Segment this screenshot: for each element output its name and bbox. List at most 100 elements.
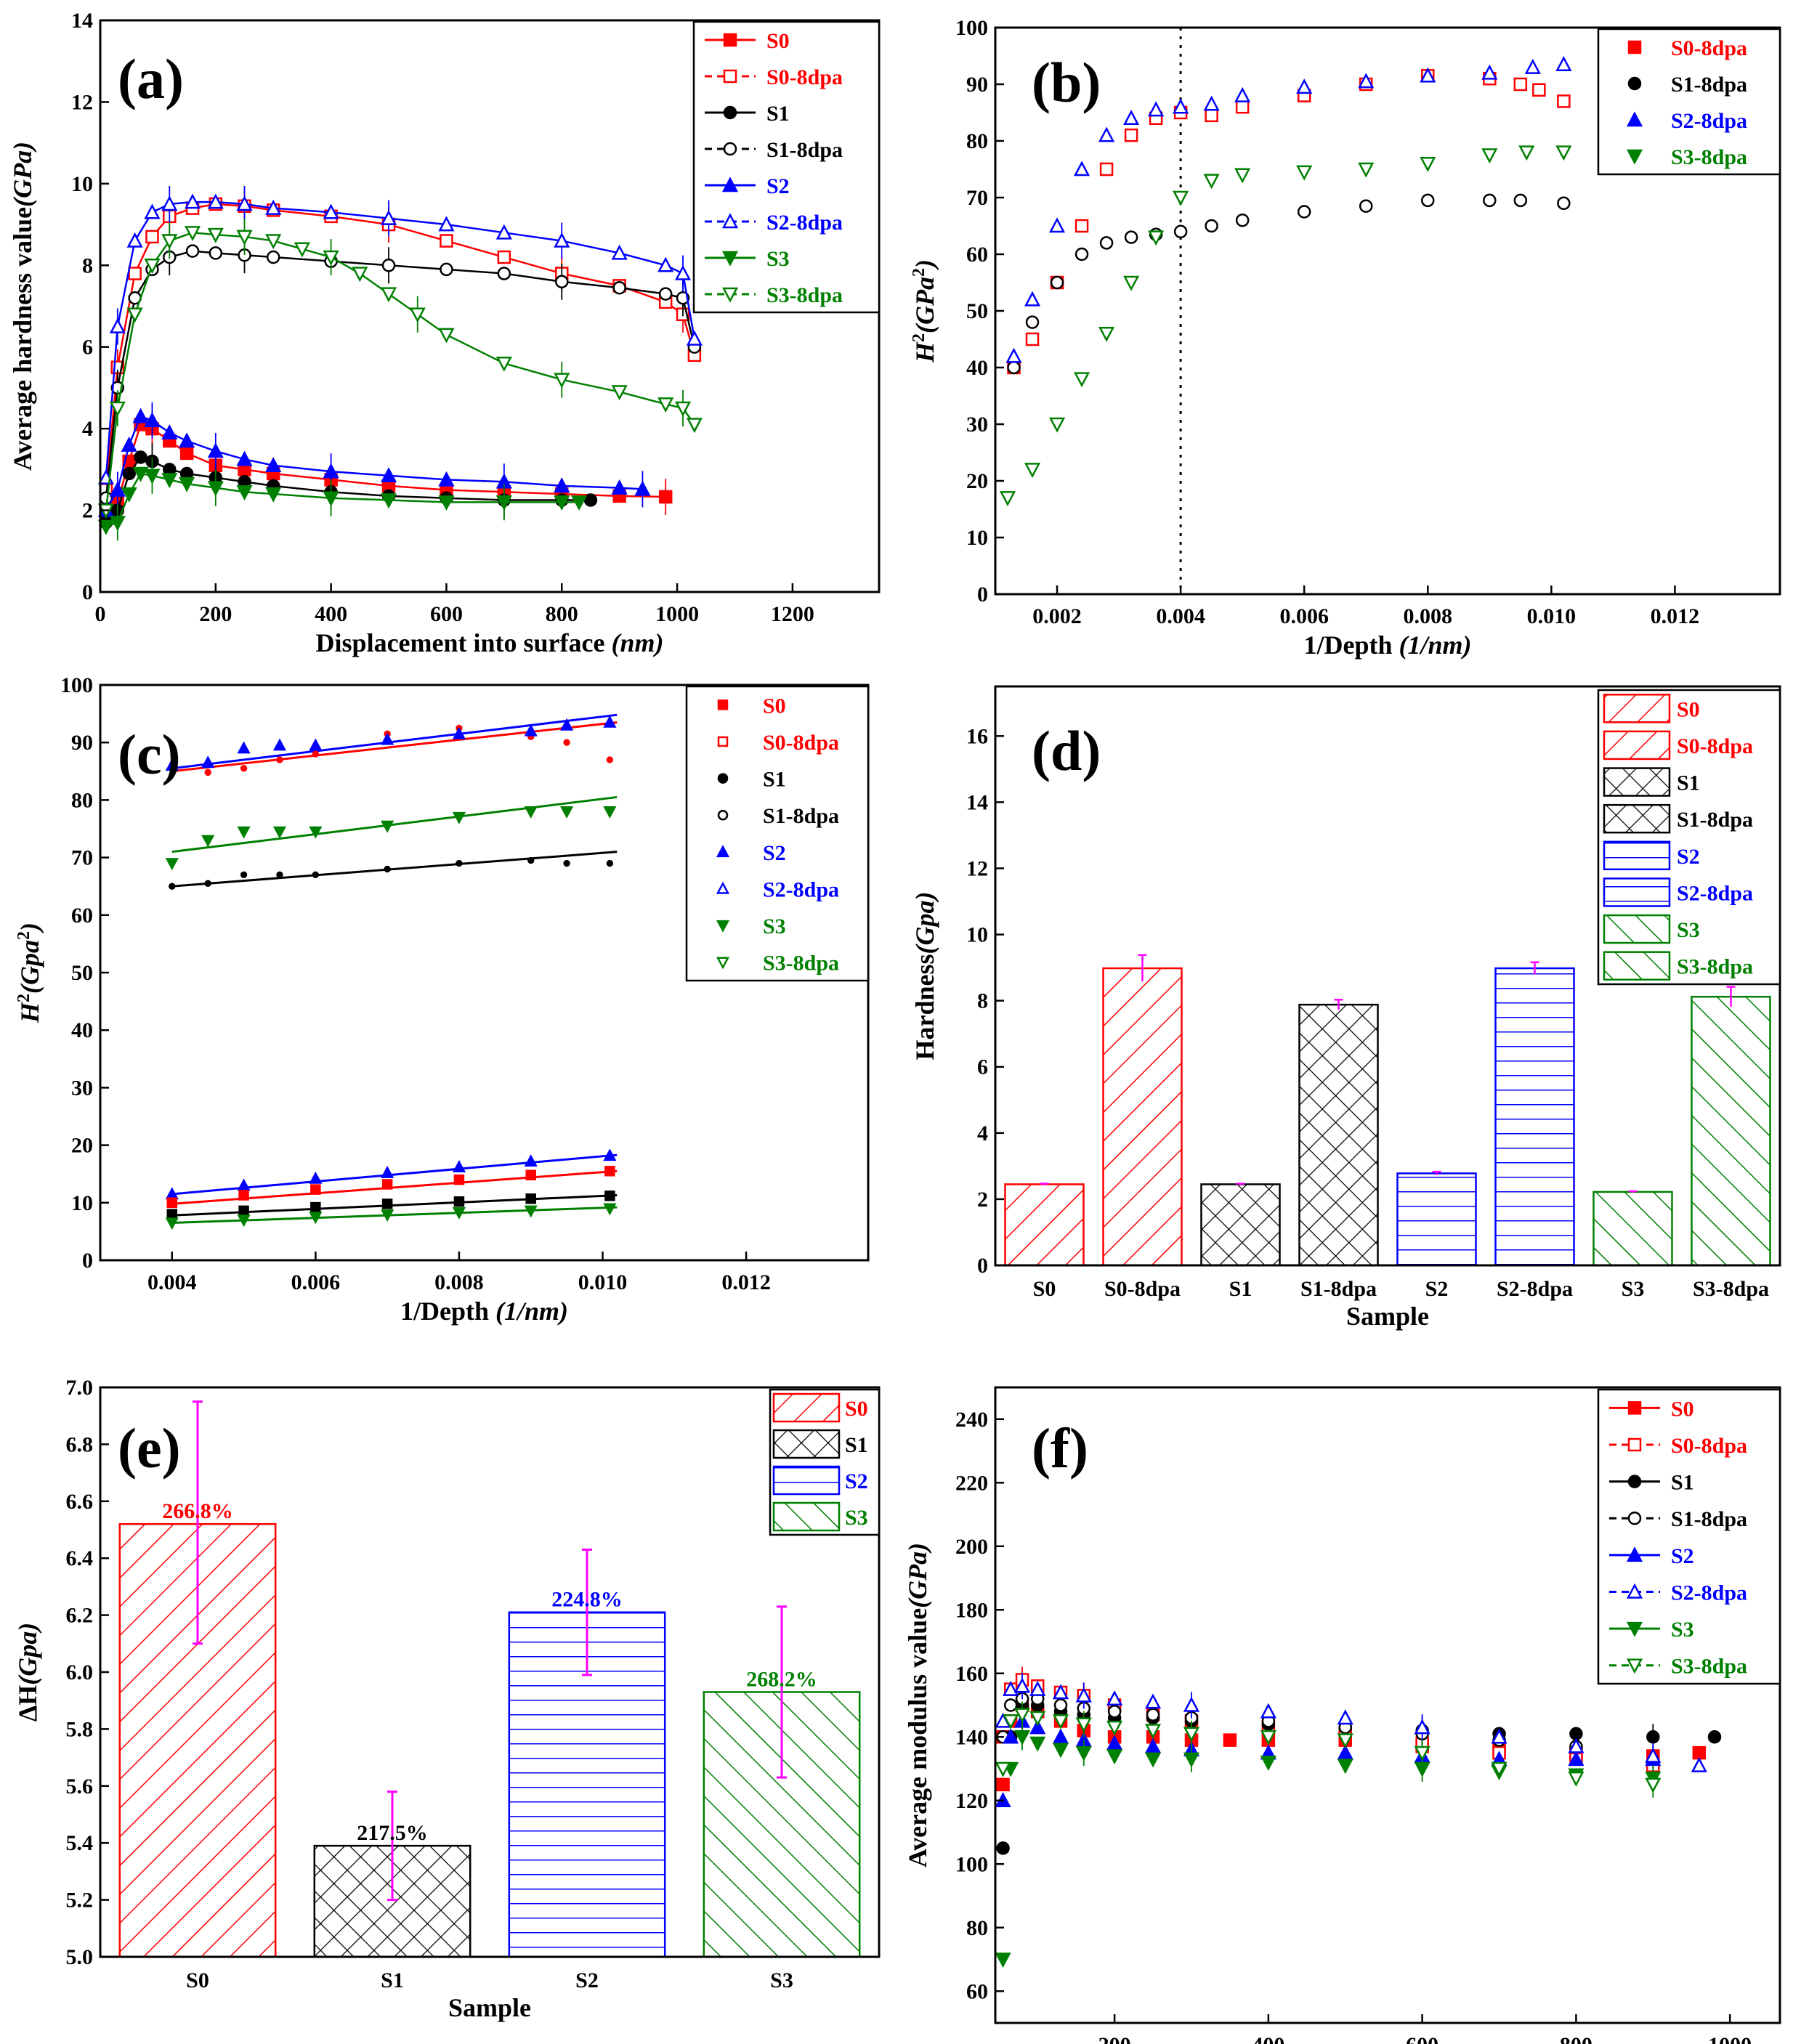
legend-label: S1-8dpa: [1671, 1507, 1747, 1531]
data-point-S2-8dpa: [309, 738, 323, 751]
y-tick-label-d: 2: [977, 1188, 988, 1212]
data-point-S3-8dpa: [237, 826, 251, 839]
legend-box: [685, 685, 870, 982]
data-point-S3: [207, 481, 224, 497]
y-tick-label-c: 70: [71, 846, 93, 870]
y-tick-label-c: 40: [71, 1018, 93, 1042]
y-tick-label-f: 100: [955, 1852, 988, 1876]
data-point-S3: [1337, 1759, 1353, 1775]
data-point-S2: [380, 467, 397, 483]
data-point-S3: [995, 1952, 1011, 1968]
y-tick-label-a: 10: [71, 172, 93, 196]
data-point-S2: [236, 450, 253, 466]
data-point-S2: [207, 442, 224, 458]
data-label-S0: 266.8%: [162, 1499, 233, 1523]
data-point-S3-8dpa: [1173, 190, 1189, 206]
data-point-S0-8dpa: [1074, 219, 1089, 233]
legend-label: S0-8dpa: [1677, 734, 1753, 758]
data-point-S2-8dpa: [126, 232, 143, 248]
legend-marker: [721, 213, 739, 229]
data-point-S2-8dpa: [1420, 67, 1436, 83]
data-point-S3: [144, 469, 161, 484]
series-line-S3-8dpa: [105, 232, 695, 511]
legend-marker: [1626, 1621, 1643, 1637]
data-point-S1-8dpa: [240, 871, 248, 879]
data-point-S0-8dpa: [606, 756, 614, 763]
data-point-S1: [310, 1201, 321, 1213]
y-tick-label-f: 120: [955, 1789, 988, 1813]
legend-marker: [716, 845, 730, 858]
data-point-S3: [97, 519, 115, 535]
x-tick-label-d: S3: [1622, 1277, 1645, 1301]
y-axis-title-e: ΔH(Gpa): [13, 1623, 42, 1722]
y-tick-label-b: 90: [966, 73, 988, 97]
data-point-S3-8dpa: [1148, 230, 1165, 246]
data-point-S2-8dpa: [1414, 1719, 1430, 1735]
data-point-S1: [604, 1191, 615, 1201]
data-point-S1: [453, 1196, 465, 1207]
data-point-S3-8dpa: [674, 401, 692, 417]
data-point-S2: [144, 412, 161, 428]
y-axis-title-text: Hardness: [910, 954, 939, 1060]
data-point-S2: [323, 463, 339, 479]
data-point-S3-8dpa: [1260, 1730, 1276, 1745]
data-point-S0: [310, 1184, 321, 1195]
data-point-S3-8dpa: [165, 858, 179, 871]
data-point-S3-8dpa: [380, 287, 397, 303]
data-point-S2-8dpa: [495, 224, 512, 240]
data-point-S2-8dpa: [184, 193, 201, 209]
data-point-S0: [604, 1165, 615, 1177]
data-point-S2-8dpa: [237, 741, 251, 754]
data-point-S3-8dpa: [657, 397, 674, 413]
data-point-S2-8dpa: [611, 244, 628, 260]
y-axis-title-text: H: [15, 1002, 44, 1023]
x-axis-title-text: 1/Depth: [400, 1297, 495, 1326]
data-point-S3-8dpa: [1337, 1733, 1353, 1749]
legend-marker: [723, 69, 737, 84]
y-tick-label-f: 200: [955, 1535, 988, 1559]
data-point-S0-8dpa: [1235, 100, 1250, 114]
legend-swatch: [772, 1392, 841, 1423]
legend-marker: [717, 736, 729, 747]
x-tick-label-d: S2-8dpa: [1497, 1277, 1573, 1301]
y-tick-label-f: 180: [955, 1598, 988, 1622]
y-axis-title-sup: 2: [15, 994, 33, 1002]
y-tick-label-b: 80: [966, 129, 988, 153]
y-axis-title-unit: (Gpa: [15, 940, 44, 994]
y-tick-label-f: 240: [955, 1408, 988, 1432]
data-point-S2-8dpa: [381, 732, 394, 745]
y-tick-label-d: 16: [966, 724, 988, 748]
y-axis-title-sup: 2: [910, 333, 928, 342]
data-point-S1-8dpa: [1025, 315, 1040, 329]
legend-marker: [1626, 1583, 1643, 1599]
data-point-S2-8dpa: [1073, 161, 1090, 177]
data-point-S3: [452, 1207, 466, 1220]
bar-S2: [1396, 1172, 1477, 1267]
data-point-S3: [1183, 1752, 1200, 1768]
data-point-S2-8dpa: [1555, 56, 1572, 71]
data-point-S2-8dpa: [1024, 291, 1041, 307]
data-point-S0-8dpa: [240, 765, 248, 772]
data-point-S3: [179, 476, 195, 492]
legend-label: S0-8dpa: [766, 65, 843, 89]
data-point-S2: [309, 1171, 323, 1184]
data-point-S3-8dpa: [560, 806, 574, 819]
data-point-S1-8dpa: [1557, 196, 1571, 211]
y-axis-title-unit-sup: 2: [910, 268, 928, 277]
y-tick-label-c: 90: [71, 731, 93, 755]
legend-label: S1: [845, 1433, 868, 1457]
y-tick-label-e: 5.4: [66, 1831, 94, 1855]
data-point-S2-8dpa: [1337, 1709, 1353, 1725]
data-point-S3-8dpa: [272, 826, 287, 839]
y-tick-label-a: 8: [82, 254, 93, 277]
data-point-S3-8dpa: [1106, 1720, 1123, 1736]
data-point-S2: [1003, 1728, 1019, 1744]
data-point-S1: [238, 1205, 249, 1217]
legend-marker: [1626, 1658, 1643, 1674]
data-point-S3: [1013, 1730, 1031, 1745]
data-point-S1-8dpa: [1107, 1705, 1122, 1719]
x-tick-label-e: S0: [186, 1968, 209, 1992]
data-point-S3-8dpa: [686, 418, 703, 434]
data-point-S1-8dpa: [1173, 224, 1188, 239]
data-point-S3-8dpa: [1555, 145, 1572, 161]
